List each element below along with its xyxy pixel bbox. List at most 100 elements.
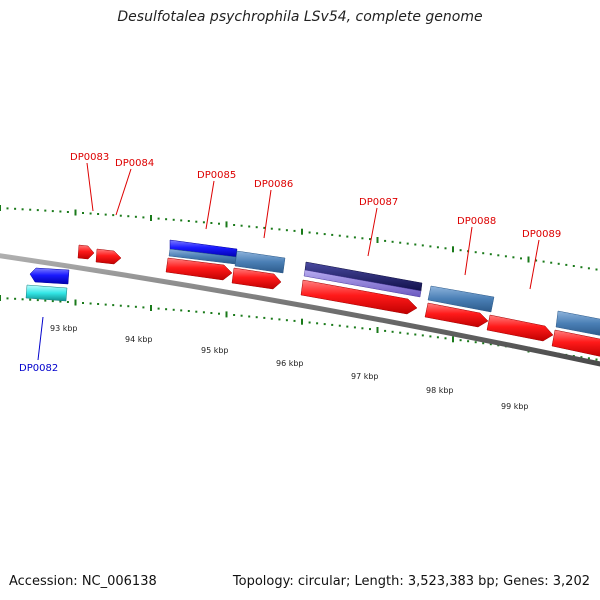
minor-tick (97, 213, 100, 215)
gene-arrow-dp0089[interactable] (486, 314, 554, 342)
minor-tick (202, 311, 205, 314)
gene-labels: DP0082 DP0083 DP0084 DP0085 DP0086 DP008… (19, 152, 561, 374)
minor-tick (263, 226, 266, 229)
gene-arrow-next[interactable] (551, 329, 600, 357)
gene-arrow-dp0086[interactable] (231, 267, 282, 290)
minor-tick (406, 242, 409, 245)
minor-tick (482, 252, 485, 255)
gene-arrow-dp0083[interactable] (77, 244, 95, 260)
minor-tick (157, 307, 160, 310)
minor-tick (459, 339, 462, 342)
minor-tick (127, 215, 130, 218)
minor-tick (580, 356, 583, 359)
minor-tick (535, 259, 538, 262)
major-tick (376, 237, 379, 243)
gene-arrow-dp0084[interactable] (95, 248, 122, 265)
gene-label-dp0084[interactable]: DP0084 (115, 158, 154, 169)
minor-tick (21, 298, 24, 301)
minor-tick (285, 229, 288, 232)
minor-tick (406, 332, 409, 335)
minor-tick (195, 310, 198, 313)
minor-tick (361, 327, 364, 330)
minor-tick (195, 220, 198, 223)
minor-tick (587, 357, 590, 360)
minor-tick (361, 237, 364, 240)
minor-tick (338, 324, 341, 327)
minor-tick (285, 319, 288, 322)
gene-arrow-dp0088[interactable] (424, 302, 489, 328)
minor-tick (572, 265, 575, 267)
minor-tick (557, 262, 560, 265)
minor-tick (384, 329, 387, 332)
major-tick (225, 221, 228, 228)
major-tick (301, 228, 303, 235)
feature-next-steel[interactable] (555, 310, 600, 336)
feature-dp0087-lavender[interactable] (303, 269, 422, 298)
minor-tick (89, 302, 92, 305)
feature-dp0085-steel-a[interactable] (168, 248, 237, 265)
minor-tick (270, 227, 273, 230)
minor-tick (323, 233, 326, 236)
minor-tick (44, 299, 47, 302)
topology-summary: Topology: circular; Length: 3,523,383 bp… (232, 574, 590, 589)
minor-tick (14, 297, 17, 300)
minor-tick (51, 300, 54, 303)
minor-tick (66, 211, 69, 213)
major-tick (452, 336, 454, 343)
ruler-label-97kbp: 97 kbp (351, 372, 379, 381)
minor-tick (59, 210, 62, 213)
minor-tick (459, 249, 462, 252)
minor-tick (444, 247, 447, 250)
minor-tick (180, 309, 183, 312)
minor-tick (6, 207, 9, 210)
minor-tick (263, 316, 266, 319)
minor-tick (36, 209, 39, 212)
minor-tick (51, 210, 54, 213)
feature-dp0088-steel[interactable] (427, 285, 495, 313)
minor-tick (44, 209, 47, 212)
major-tick (74, 299, 77, 306)
gene-label-dp0083[interactable]: DP0083 (70, 152, 109, 163)
minor-tick (474, 341, 477, 344)
gene-arrow-dp0085[interactable] (165, 257, 233, 281)
label-leaders (37, 162, 540, 361)
minor-tick (278, 228, 281, 231)
gene-label-dp0085[interactable]: DP0085 (197, 170, 236, 181)
major-tick (150, 215, 152, 221)
minor-tick (436, 246, 439, 249)
gene-label-dp0082[interactable]: DP0082 (19, 363, 58, 374)
gene-label-dp0087[interactable]: DP0087 (359, 197, 398, 208)
gene-arrow-dp0082-blue[interactable] (29, 267, 70, 285)
minor-tick (112, 304, 115, 307)
gene-arrow-dp0087[interactable] (300, 279, 418, 315)
minor-tick (240, 224, 243, 227)
minor-tick (29, 298, 32, 301)
leader-dp0088 (464, 226, 473, 276)
gene-label-dp0088[interactable]: DP0088 (457, 216, 496, 227)
gene-label-dp0086[interactable]: DP0086 (254, 179, 293, 190)
minor-tick (542, 260, 545, 263)
gene-label-dp0089[interactable]: DP0089 (522, 229, 561, 240)
minor-tick (104, 213, 107, 216)
minor-tick (595, 268, 598, 271)
minor-tick (391, 330, 394, 333)
minor-tick (369, 328, 371, 331)
minor-tick (474, 251, 477, 254)
gene-bar-dp0082-cyan[interactable] (25, 284, 68, 302)
minor-tick (82, 212, 84, 214)
minor-tick (550, 261, 553, 264)
leader-dp0087 (367, 207, 378, 257)
minor-tick (240, 314, 243, 317)
feature-track (25, 239, 600, 357)
minor-tick (278, 318, 281, 321)
major-tick (527, 256, 530, 263)
minor-tick (346, 325, 349, 328)
ruler-labels: 93 kbp 94 kbp 95 kbp 96 kbp 97 kbp 98 kb… (50, 324, 529, 411)
minor-tick (338, 234, 341, 237)
ruler-label-98kbp: 98 kbp (426, 386, 454, 395)
feature-dp0086-steel[interactable] (234, 250, 286, 274)
minor-tick (165, 308, 168, 311)
minor-tick (218, 222, 220, 225)
minor-tick (248, 315, 251, 318)
